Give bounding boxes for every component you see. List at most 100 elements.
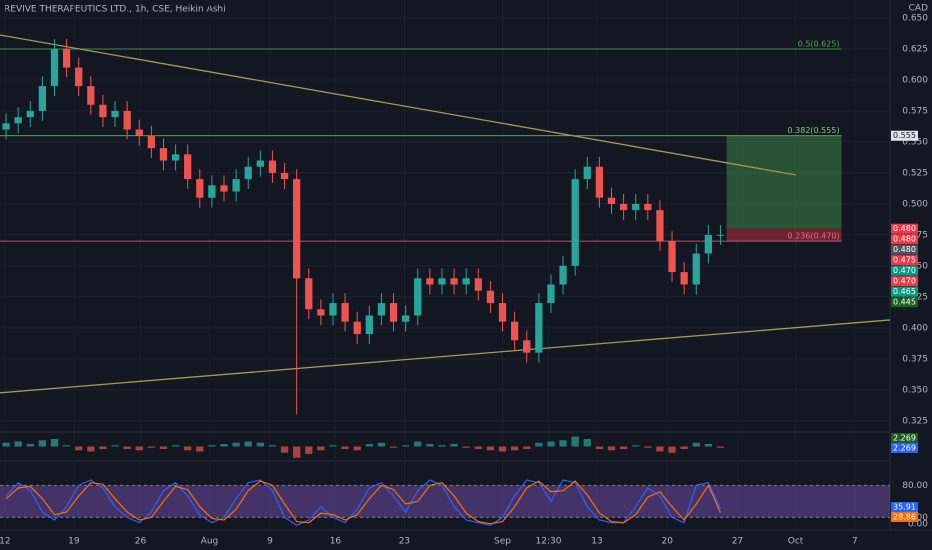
macd-bar bbox=[353, 446, 361, 451]
macd-bar bbox=[402, 445, 410, 447]
candle-body bbox=[317, 309, 325, 316]
candle-body bbox=[256, 160, 264, 167]
macd-bar bbox=[547, 441, 555, 447]
candle-body bbox=[14, 117, 22, 124]
x-tick-label: Aug bbox=[201, 537, 219, 547]
macd-bar bbox=[244, 441, 252, 447]
macd-bar bbox=[293, 446, 301, 458]
candle-body bbox=[75, 67, 83, 87]
candle-body bbox=[26, 110, 34, 118]
y-tick-label: 0.575 bbox=[902, 106, 928, 116]
x-tick-label: 9 bbox=[267, 537, 273, 547]
candle-body bbox=[305, 278, 313, 310]
trendline bbox=[0, 34, 796, 176]
candle-body bbox=[280, 172, 289, 180]
macd-bar bbox=[656, 446, 664, 452]
rsi-label: 35.91 bbox=[893, 503, 916, 512]
price-label-box bbox=[891, 297, 918, 308]
candle-body bbox=[208, 185, 216, 198]
macd-bar bbox=[535, 442, 543, 447]
price-label-box bbox=[891, 234, 918, 245]
macd-bar bbox=[123, 446, 131, 449]
candle-body bbox=[268, 160, 277, 173]
price-label-box bbox=[891, 255, 918, 266]
fib-label: 0.5(0.625) bbox=[798, 39, 840, 48]
x-tick-label: Oct bbox=[788, 537, 804, 547]
macd-bar bbox=[220, 444, 228, 447]
price-label: 0.470 bbox=[893, 266, 916, 275]
macd-bar bbox=[668, 446, 676, 453]
price-label-box bbox=[891, 223, 918, 234]
macd-bar bbox=[389, 446, 398, 448]
candle-body bbox=[559, 265, 567, 285]
macd-label-box bbox=[891, 433, 918, 443]
macd-bar bbox=[305, 446, 313, 454]
candle-body bbox=[462, 278, 470, 285]
candle-body bbox=[583, 166, 591, 180]
macd-bar bbox=[377, 442, 386, 447]
y-tick-label: 0.375 bbox=[902, 354, 928, 364]
candle-body bbox=[632, 203, 640, 211]
candle-body bbox=[595, 166, 604, 198]
price-label-box bbox=[891, 276, 918, 287]
macd-bar bbox=[426, 444, 434, 447]
macd-bar bbox=[208, 445, 216, 447]
candle-body bbox=[50, 48, 59, 87]
candle-body bbox=[716, 234, 725, 236]
candle-body bbox=[220, 185, 228, 192]
candle-body bbox=[498, 303, 507, 322]
candle-body bbox=[329, 303, 337, 316]
macd-bar bbox=[341, 446, 349, 449]
rsi-label-box bbox=[891, 502, 918, 512]
candle-body bbox=[232, 179, 240, 192]
price-label: 0.470 bbox=[893, 277, 916, 286]
price-label: 0.475 bbox=[893, 256, 916, 265]
candle-body bbox=[619, 203, 628, 211]
candle-body bbox=[99, 104, 107, 118]
macd-bar bbox=[510, 446, 519, 451]
candle-body bbox=[341, 303, 349, 322]
stop-zone bbox=[726, 228, 842, 242]
macd-bar bbox=[87, 446, 95, 452]
chart-title: REVIVE THERAPEUTICS LTD., 1h, CSE, Heiki… bbox=[4, 5, 226, 15]
macd-bar bbox=[232, 442, 240, 447]
price-label: 0.480 bbox=[893, 235, 916, 244]
fib-label: 0.236(0.470) bbox=[788, 232, 840, 241]
x-tick-label: 12:30 bbox=[536, 537, 562, 547]
rsi-tick-label: 0.00 bbox=[908, 520, 928, 530]
macd-bar bbox=[644, 446, 652, 448]
macd-bar bbox=[571, 436, 579, 447]
price-label: 0.555 bbox=[893, 131, 916, 140]
candle-body bbox=[38, 86, 47, 111]
macd-bar bbox=[268, 445, 277, 447]
macd-bar bbox=[280, 446, 289, 453]
x-tick-label: 20 bbox=[661, 537, 673, 547]
price-label: 0.445 bbox=[893, 298, 916, 307]
y-tick-label: 0.500 bbox=[902, 199, 928, 209]
macd-bar bbox=[704, 444, 712, 447]
candle-body bbox=[704, 234, 712, 254]
macd-bar bbox=[692, 442, 700, 447]
price-label: 0.480 bbox=[893, 224, 916, 233]
currency: CAD bbox=[909, 4, 928, 14]
candle-body bbox=[510, 321, 519, 341]
candle-body bbox=[196, 179, 204, 198]
macd-bar bbox=[317, 446, 325, 451]
candle-body bbox=[111, 110, 119, 118]
x-tick-label: 16 bbox=[330, 537, 342, 547]
candle-body bbox=[450, 278, 458, 285]
x-tick-label: 13 bbox=[591, 537, 602, 547]
target-zone bbox=[726, 135, 842, 229]
macd-bar bbox=[135, 446, 143, 451]
rsi-line bbox=[5, 479, 722, 526]
candle-body bbox=[353, 321, 361, 335]
candle-body bbox=[523, 340, 531, 353]
macd-bar bbox=[559, 440, 567, 447]
candle-body bbox=[535, 303, 543, 353]
macd-bar bbox=[595, 446, 604, 449]
macd-bar bbox=[50, 439, 59, 447]
candle-body bbox=[547, 284, 555, 304]
x-tick-label: 27 bbox=[732, 537, 743, 547]
candle-body bbox=[692, 253, 700, 285]
